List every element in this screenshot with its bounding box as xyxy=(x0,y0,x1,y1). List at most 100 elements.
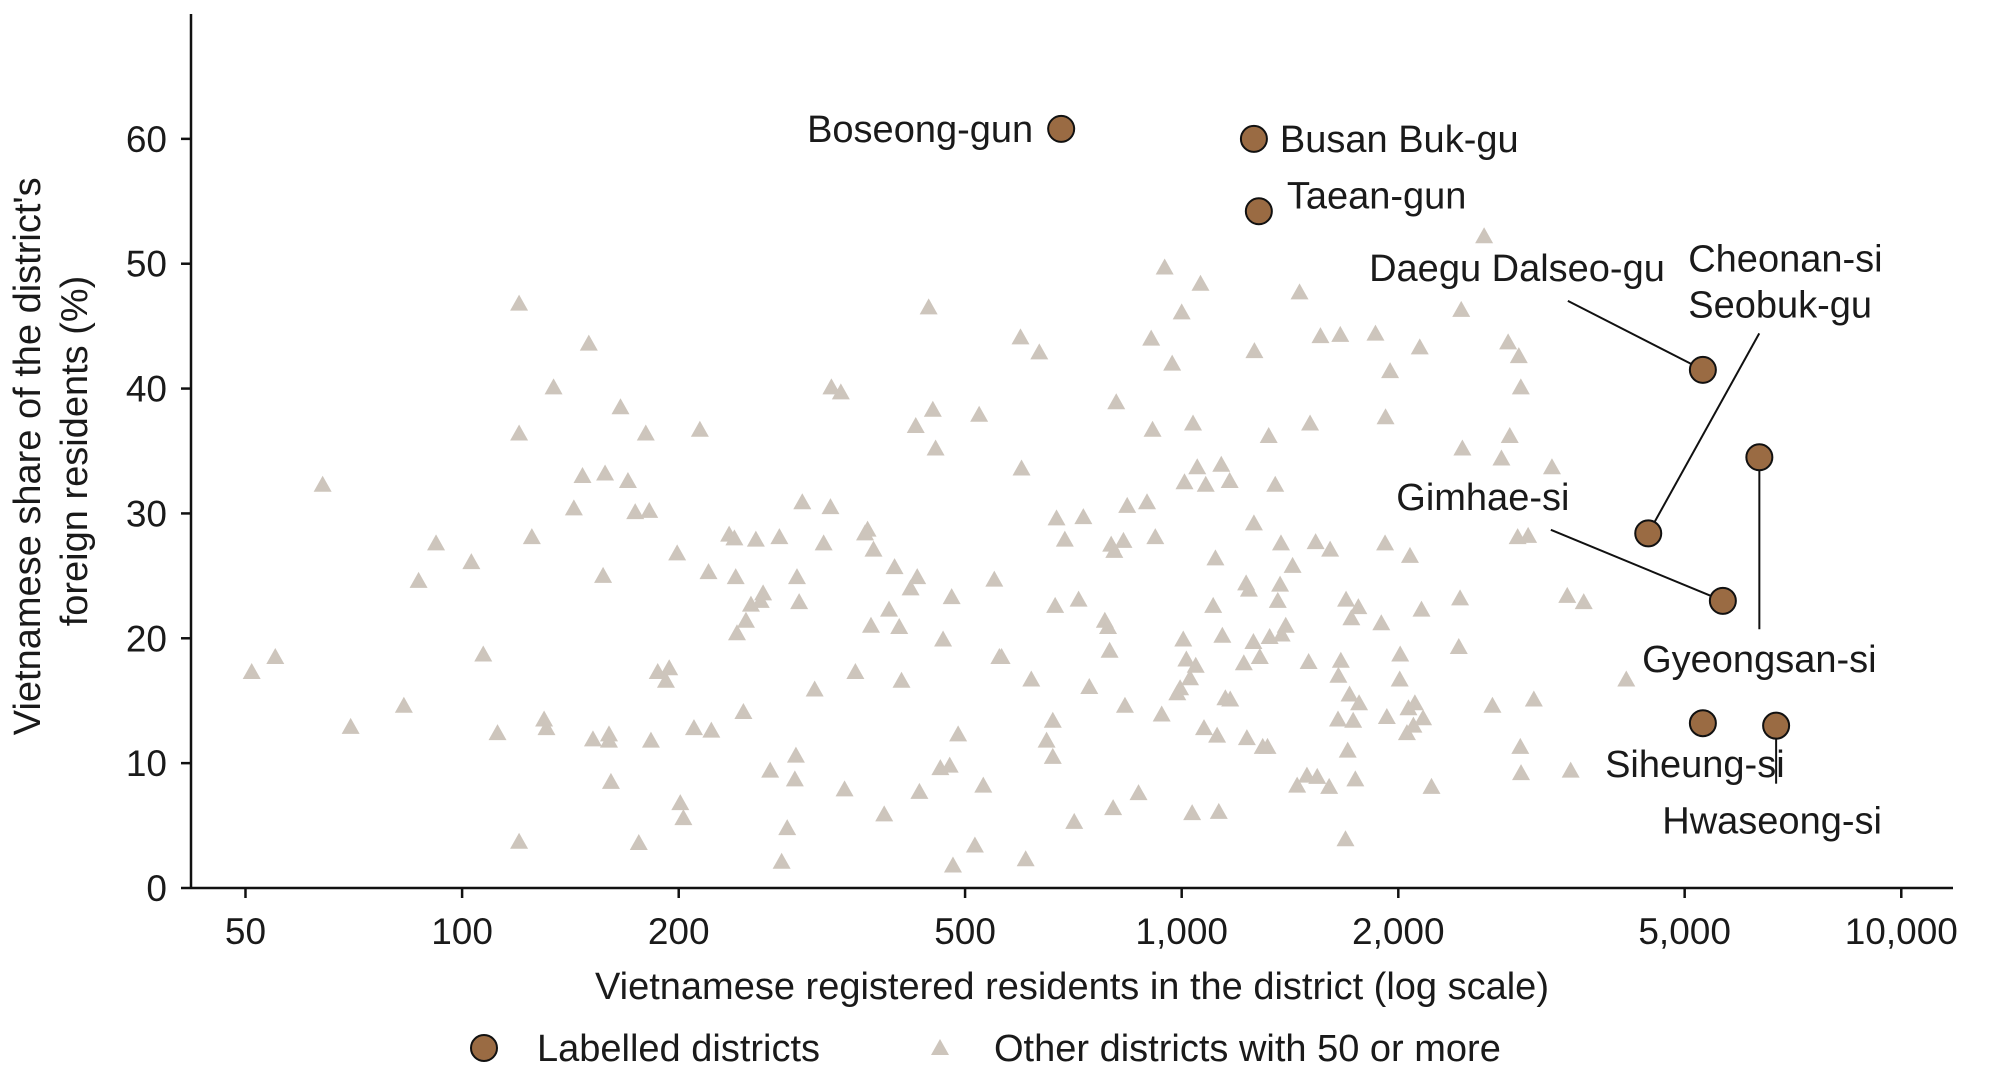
other-district-point xyxy=(656,671,675,688)
other-district-point xyxy=(772,852,791,869)
other-district-point xyxy=(949,725,968,742)
x-tick-label: 100 xyxy=(431,911,493,952)
other-district-point xyxy=(761,761,780,778)
other-district-point xyxy=(462,553,481,570)
other-district-point xyxy=(1163,354,1182,371)
other-district-point xyxy=(1329,666,1348,683)
other-district-point xyxy=(1271,575,1290,592)
other-district-point xyxy=(880,600,899,617)
other-district-point xyxy=(1617,670,1636,687)
other-district-point xyxy=(1512,764,1531,781)
other-district-point xyxy=(510,424,529,441)
district-label-line: Cheonan-si xyxy=(1688,238,1882,280)
other-district-point xyxy=(674,809,693,826)
other-district-point xyxy=(1171,679,1190,696)
other-district-point xyxy=(1047,509,1066,526)
other-district-point xyxy=(901,579,920,596)
other-district-point xyxy=(626,503,645,520)
district-label-line: Siheung-si xyxy=(1605,744,1785,786)
other-district-point xyxy=(970,405,989,422)
other-district-point xyxy=(1376,534,1395,551)
district-label-line: Boseong-gun xyxy=(807,109,1033,151)
other-district-point xyxy=(1143,420,1162,437)
other-district-point xyxy=(1114,531,1133,548)
other-district-point xyxy=(690,420,709,437)
other-district-point xyxy=(1074,508,1093,525)
other-district-point xyxy=(814,534,833,551)
other-district-point xyxy=(1129,784,1148,801)
other-district-point xyxy=(885,558,904,575)
other-district-point xyxy=(341,717,360,734)
other-district-point xyxy=(923,400,942,417)
other-district-point xyxy=(1346,770,1365,787)
labelled-district-point xyxy=(1745,443,1774,472)
other-district-point xyxy=(1414,709,1433,726)
x-tick-label: 200 xyxy=(648,911,710,952)
y-axis-title: Vietnamese share of the district's forei… xyxy=(7,167,96,735)
other-district-point xyxy=(1188,458,1207,475)
other-district-point xyxy=(641,731,660,748)
other-district-point xyxy=(1542,458,1561,475)
other-district-point xyxy=(660,659,679,676)
other-district-point xyxy=(1288,776,1307,793)
other-district-point xyxy=(1184,414,1203,431)
other-district-point xyxy=(583,730,602,747)
labelled-district-point xyxy=(1708,586,1737,615)
other-district-point xyxy=(785,770,804,787)
x-ticks: 50 100 200 500 1,000 2,000 5,000 10,000 xyxy=(225,888,1958,952)
other-district-point xyxy=(1340,685,1359,702)
other-district-point xyxy=(1452,300,1471,317)
other-district-point xyxy=(1204,596,1223,613)
labelled-district-point xyxy=(1047,114,1076,143)
other-district-point xyxy=(1410,338,1429,355)
other-districts-layer xyxy=(242,227,1636,873)
other-district-point xyxy=(965,836,984,853)
other-district-point xyxy=(1212,455,1231,472)
other-district-point xyxy=(1172,303,1191,320)
other-district-point xyxy=(629,834,648,851)
other-district-point xyxy=(1012,459,1031,476)
labelled-district-point xyxy=(1634,519,1663,548)
other-district-point xyxy=(1181,669,1200,686)
other-district-point xyxy=(1499,333,1518,350)
other-district-point xyxy=(313,475,332,492)
other-district-point xyxy=(427,534,446,551)
district-label-line: Seobuk-gu xyxy=(1688,284,1872,326)
labelled-district-point xyxy=(1688,355,1717,384)
other-district-point xyxy=(1105,541,1124,558)
y-tick-label: 10 xyxy=(126,743,167,784)
other-district-point xyxy=(934,630,953,647)
y-axis-title-line-2: foreign residents (%) xyxy=(54,276,96,627)
other-district-point xyxy=(537,719,556,736)
other-district-point xyxy=(668,544,687,561)
other-district-point xyxy=(1412,600,1431,617)
other-district-point xyxy=(599,731,618,748)
other-district-point xyxy=(1043,747,1062,764)
other-district-point xyxy=(1511,378,1530,395)
other-district-point xyxy=(1449,638,1468,655)
other-district-point xyxy=(1344,711,1363,728)
other-district-point xyxy=(1453,439,1472,456)
other-district-point xyxy=(1213,626,1232,643)
other-district-point xyxy=(1336,830,1355,847)
other-district-point xyxy=(1372,614,1391,631)
other-district-point xyxy=(1037,731,1056,748)
other-district-point xyxy=(1350,694,1369,711)
other-district-point xyxy=(1258,737,1277,754)
other-district-point xyxy=(1206,549,1225,566)
labelled-district-point xyxy=(1239,124,1268,153)
other-district-point xyxy=(940,756,959,773)
other-district-point xyxy=(1191,274,1210,291)
other-district-point xyxy=(1220,471,1239,488)
district-label-line: Busan Buk-gu xyxy=(1280,119,1519,161)
other-district-point xyxy=(822,378,841,395)
x-tick-label: 50 xyxy=(225,911,266,952)
district-label: Gimhae-si xyxy=(1396,477,1569,519)
other-district-point xyxy=(1011,328,1030,345)
other-district-point xyxy=(734,702,753,719)
y-ticks: 0 10 20 30 40 50 60 xyxy=(126,119,191,909)
other-district-point xyxy=(1186,656,1205,673)
legend-label-other: Other districts with 50 or more xyxy=(994,1028,1501,1070)
other-district-point xyxy=(618,471,637,488)
other-district-point xyxy=(1404,716,1423,733)
